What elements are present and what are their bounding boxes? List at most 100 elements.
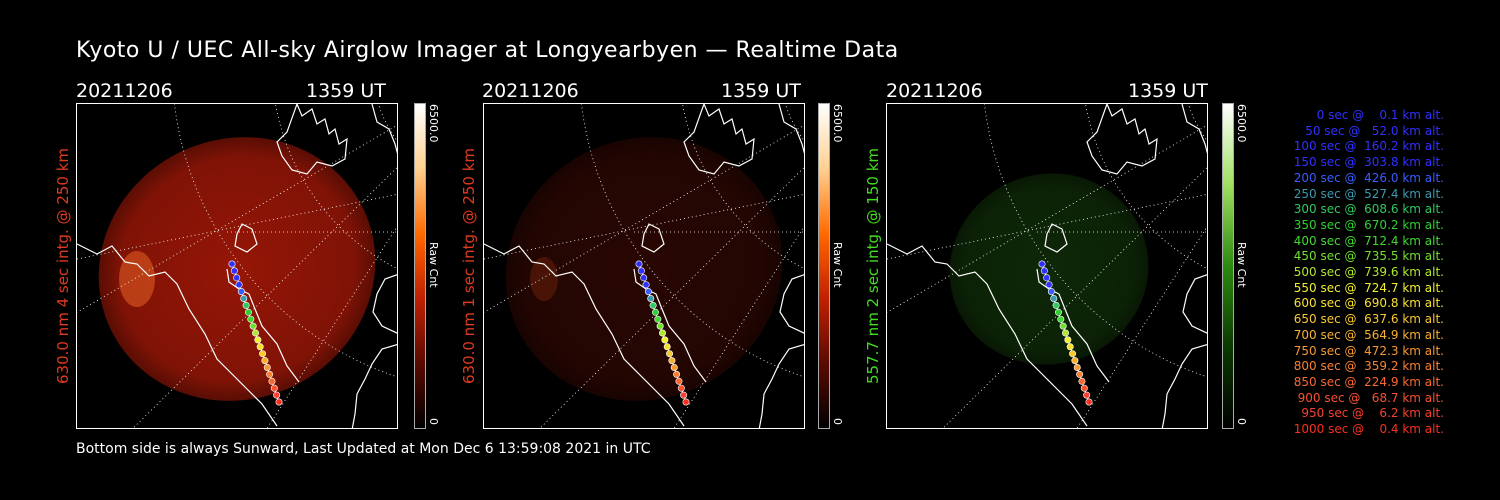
panel-1-cbar-unit: Raw Cnt	[427, 242, 440, 288]
panel-1-image	[76, 103, 398, 429]
panel-3-date: 20211206	[886, 80, 983, 102]
panel-2-image	[483, 103, 805, 429]
trajectory-point	[256, 343, 264, 351]
trajectory-point	[252, 329, 260, 337]
trajectory-point	[644, 288, 652, 296]
coastline	[1161, 343, 1207, 428]
longitude-grid-line	[887, 193, 1207, 260]
coastline	[887, 243, 1088, 427]
coastline	[758, 343, 804, 428]
trajectory-point	[661, 336, 669, 344]
airglow-field	[949, 173, 1149, 365]
panel-2-cbar-max: 6500.0	[831, 104, 844, 143]
legend-entry: 800 sec @ 359.2 km alt.	[1289, 359, 1444, 374]
trajectory-point	[677, 384, 685, 392]
trajectory-point	[1050, 295, 1058, 303]
trajectory-point	[230, 267, 238, 275]
panel-1-cbar-min: 0	[427, 418, 440, 425]
trajectory-point	[1085, 398, 1093, 406]
legend-entry: 750 sec @ 472.3 km alt.	[1289, 343, 1444, 358]
panel-2-time: 1359 UT	[721, 80, 801, 102]
trajectory-point	[647, 295, 655, 303]
trajectory-legend: 0 sec @ 0.1 km alt. 50 sec @ 52.0 km alt…	[1262, 108, 1444, 438]
trajectory-point	[1047, 288, 1055, 296]
trajectory-point	[240, 295, 248, 303]
trajectory-point	[237, 288, 245, 296]
trajectory-point	[249, 322, 257, 330]
trajectory-point	[642, 281, 650, 289]
coastline	[372, 274, 397, 334]
panel-2-ylabel: 630.0 nm 1 sec intg. @ 250 km	[458, 103, 480, 429]
trajectory-point	[1083, 391, 1091, 399]
coastline	[1181, 104, 1207, 154]
legend-entry: 0 sec @ 0.1 km alt.	[1305, 108, 1444, 122]
legend-entry: 650 sec @ 637.6 km alt.	[1289, 312, 1444, 327]
trajectory-point	[254, 336, 262, 344]
coastline	[683, 104, 755, 175]
aurora-patch	[119, 251, 155, 307]
legend-entry: 200 sec @ 426.0 km alt.	[1289, 170, 1444, 185]
page-title: Kyoto U / UEC All-sky Airglow Imager at …	[76, 38, 899, 63]
coastline	[1044, 223, 1068, 253]
trajectory-point	[670, 363, 678, 371]
trajectory-point	[1080, 384, 1088, 392]
trajectory-point	[649, 301, 657, 309]
trajectory-point	[640, 274, 648, 282]
coastline	[633, 268, 707, 383]
panel-3-image	[886, 103, 1208, 429]
trajectory-point	[651, 308, 659, 316]
panel-1-ylabel-text: 630.0 nm 4 sec intg. @ 250 km	[54, 147, 72, 385]
legend-entry: 500 sec @ 739.6 km alt.	[1289, 265, 1444, 280]
trajectory-point	[275, 398, 283, 406]
trajectory-point	[1064, 336, 1072, 344]
trajectory-point	[675, 377, 683, 385]
trajectory-point	[1057, 315, 1065, 323]
trajectory-point	[663, 343, 671, 351]
legend-entry: 850 sec @ 224.9 km alt.	[1289, 374, 1444, 389]
trajectory-point	[1062, 329, 1070, 337]
panel-3-cbar-max: 6500.0	[1235, 104, 1248, 143]
panel-1-colorbar	[414, 103, 426, 429]
map-svg	[887, 104, 1207, 428]
panel-2-cbar-unit: Raw Cnt	[831, 242, 844, 288]
legend-entry: 400 sec @ 712.4 km alt.	[1289, 233, 1444, 248]
panel-3-cbar-unit: Raw Cnt	[1235, 242, 1248, 288]
trajectory-point	[654, 315, 662, 323]
panel-3-colorbar	[1222, 103, 1234, 429]
panel-3-time: 1359 UT	[1128, 80, 1208, 102]
trajectory-point	[668, 357, 676, 365]
panel-3-cbar-min: 0	[1235, 418, 1248, 425]
coastline	[1182, 274, 1207, 334]
coastline	[779, 274, 804, 334]
aurora-patch	[530, 257, 558, 301]
trajectory-point	[1071, 357, 1079, 365]
coastline	[778, 104, 804, 154]
coastline	[371, 104, 397, 154]
panel-1-time: 1359 UT	[306, 80, 386, 102]
panel-1-date: 20211206	[76, 80, 173, 102]
trajectory-point	[1078, 377, 1086, 385]
trajectory-point	[247, 315, 255, 323]
trajectory-point	[1043, 274, 1051, 282]
trajectory-point	[666, 350, 674, 358]
legend-entry: 250 sec @ 527.4 km alt.	[1289, 186, 1444, 201]
trajectory-point	[266, 370, 274, 378]
panel-2-date: 20211206	[482, 80, 579, 102]
coastline	[276, 104, 348, 175]
trajectory-point	[1059, 322, 1067, 330]
trajectory-point	[270, 384, 278, 392]
panel-3-ylabel-text: 557.7 nm 2 sec intg. @ 150 km	[864, 147, 882, 385]
trajectory-point	[1052, 301, 1060, 309]
legend-entry: 50 sec @ 52.0 km alt.	[1297, 123, 1444, 138]
coastline	[1086, 104, 1158, 175]
legend-entry: 350 sec @ 670.2 km alt.	[1289, 217, 1444, 232]
panel-2-colorbar	[818, 103, 830, 429]
longitude-grid-line	[77, 193, 397, 260]
longitude-grid-line	[484, 193, 804, 260]
trajectory-point	[673, 370, 681, 378]
trajectory-point	[235, 281, 243, 289]
trajectory-point	[659, 329, 667, 337]
legend-entry: 300 sec @ 608.6 km alt.	[1289, 202, 1444, 217]
legend-entry: 900 sec @ 68.7 km alt.	[1293, 390, 1444, 405]
trajectory-point	[1054, 308, 1062, 316]
